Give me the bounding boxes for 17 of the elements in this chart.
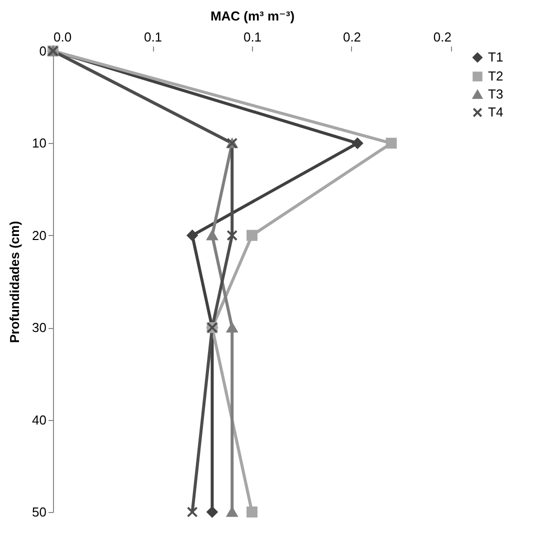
y-axis-title: Profundidades (cm) [7,220,22,344]
legend-label: T4 [488,104,504,120]
legend-label: T2 [488,68,504,84]
y-tick-label: 40 [32,412,46,428]
x-axis-title: MAC (m³ m⁻³) [210,8,295,24]
legend-label: T3 [488,86,504,102]
x-tick-label: 0.2 [433,30,452,44]
x-tick-label: 0.0 [54,30,72,44]
y-tick-label: 10 [32,136,46,151]
legend-label: T1 [488,50,504,64]
y-tick-label: 20 [32,228,46,243]
y-tick-label: 50 [32,504,46,520]
x-tick-label: 0.1 [144,30,162,44]
x-tick-label: 0.1 [243,30,262,44]
y-tick-label: 30 [32,320,46,336]
x-tick-label: 0.2 [342,30,362,44]
y-tick-label: 0 [39,44,46,58]
